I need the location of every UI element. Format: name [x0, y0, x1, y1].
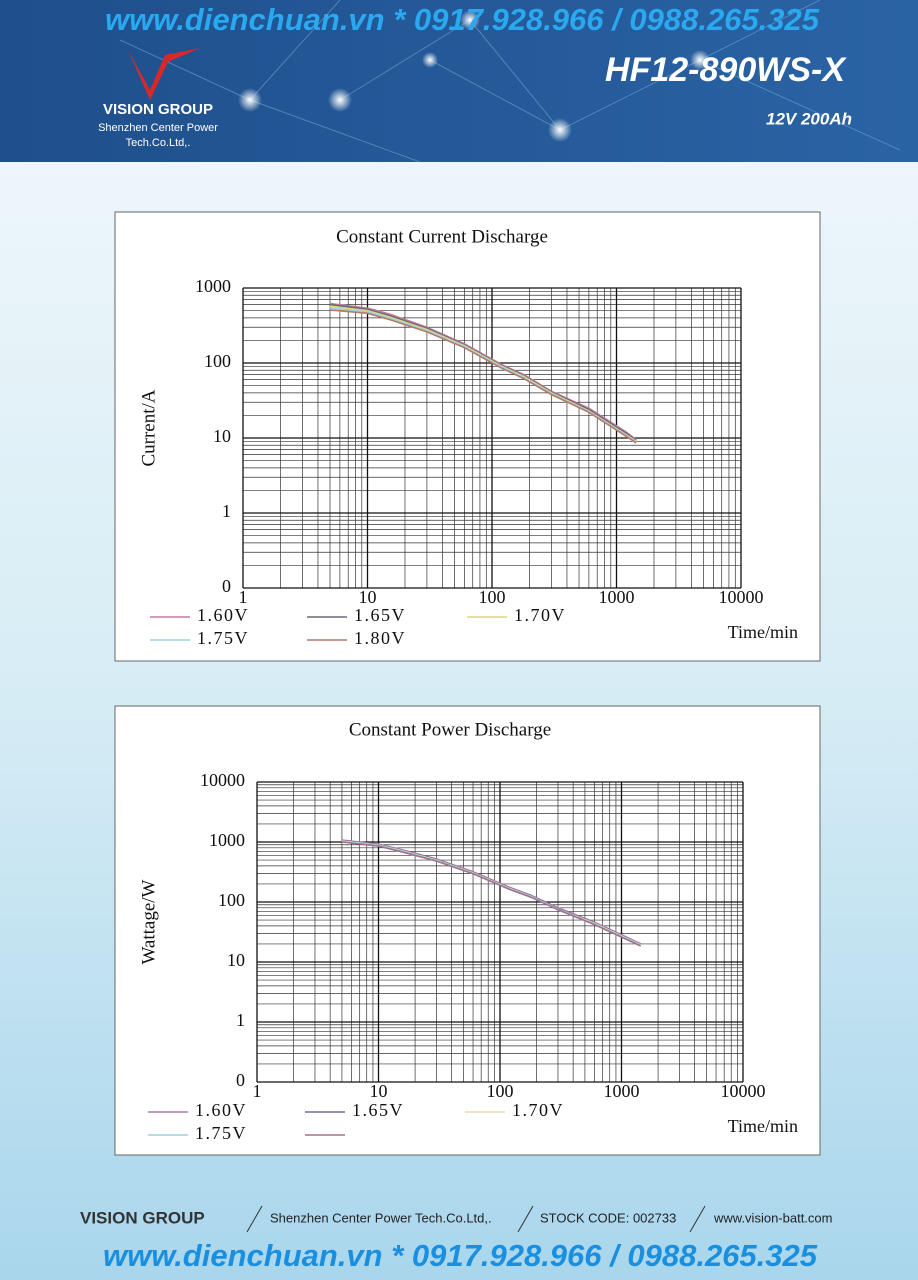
x-tick-label: 100	[487, 1081, 514, 1101]
series-line	[329, 302, 637, 441]
y-tick-label: 10	[227, 950, 245, 970]
footer-brand: VISION GROUP	[80, 1208, 205, 1227]
x-tick-label: 1000	[599, 587, 635, 607]
legend-label: 1.70V	[512, 1100, 564, 1120]
network-lines	[119, 0, 901, 163]
series-line	[341, 841, 642, 947]
y-axis-label: Wattage/W	[138, 879, 159, 964]
spec: 12V 200Ah	[766, 109, 852, 128]
watermark: www.dienchuan.vn * 0917.928.966 / 0988.2…	[103, 1238, 818, 1273]
y-tick-label: 0	[236, 1070, 245, 1090]
y-tick-label: 1	[222, 501, 231, 521]
model: HF12-890WS-X	[605, 51, 847, 89]
legend-label: 1.60V	[195, 1100, 247, 1120]
footer-company: Shenzhen Center Power Tech.Co.Ltd,.	[270, 1210, 492, 1225]
chart-title: Constant Current Discharge	[336, 226, 548, 247]
chart-title: Constant Power Discharge	[349, 719, 551, 740]
x-tick-label: 10	[370, 1081, 388, 1101]
x-tick-label: 1	[253, 1081, 262, 1101]
chart-frame	[114, 705, 821, 1156]
y-tick-label: 1	[236, 1010, 245, 1030]
y-tick-label: 0	[222, 576, 231, 596]
legend-label: 1.75V	[197, 628, 249, 648]
legend-label: 1.60V	[197, 605, 249, 625]
y-tick-label: 10	[213, 426, 231, 446]
x-tick-label: 10000	[721, 1081, 766, 1101]
y-tick-label: 100	[218, 890, 245, 910]
logo-mark	[128, 48, 200, 100]
legend-label: 1.75V	[195, 1123, 247, 1143]
y-tick-label: 1000	[195, 276, 231, 296]
x-tick-label: 1000	[604, 1081, 640, 1101]
footer-website: www.vision-batt.com	[713, 1210, 832, 1225]
x-tick-label: 10000	[719, 587, 764, 607]
network-nodes	[238, 10, 710, 142]
x-tick-label: 10	[359, 587, 377, 607]
company: Tech.Co.Ltd,.	[126, 137, 191, 149]
separator	[246, 1205, 263, 1233]
x-tick-label: 100	[479, 587, 506, 607]
y-tick-label: 1000	[209, 830, 245, 850]
footer-stock: STOCK CODE: 002733	[540, 1210, 676, 1225]
legend-label: 1.70V	[514, 605, 566, 625]
chart-frame	[114, 211, 821, 662]
legend-label: 1.80V	[354, 628, 406, 648]
company: Shenzhen Center Power	[98, 122, 218, 134]
y-tick-label: 100	[204, 351, 231, 371]
separator	[689, 1205, 706, 1233]
x-tick-label: 1	[239, 587, 248, 607]
brand: VISION GROUP	[103, 101, 213, 118]
y-tick-label: 10000	[200, 770, 245, 790]
x-axis-label: Time/min	[728, 1116, 798, 1136]
legend-label: 1.65V	[352, 1100, 404, 1120]
watermark: www.dienchuan.vn * 0917.928.966 / 0988.2…	[105, 2, 820, 37]
separator	[517, 1205, 534, 1233]
legend-label: 1.65V	[354, 605, 406, 625]
x-axis-label: Time/min	[728, 622, 798, 642]
series-line	[329, 309, 637, 444]
y-axis-label: Current/A	[138, 389, 159, 466]
